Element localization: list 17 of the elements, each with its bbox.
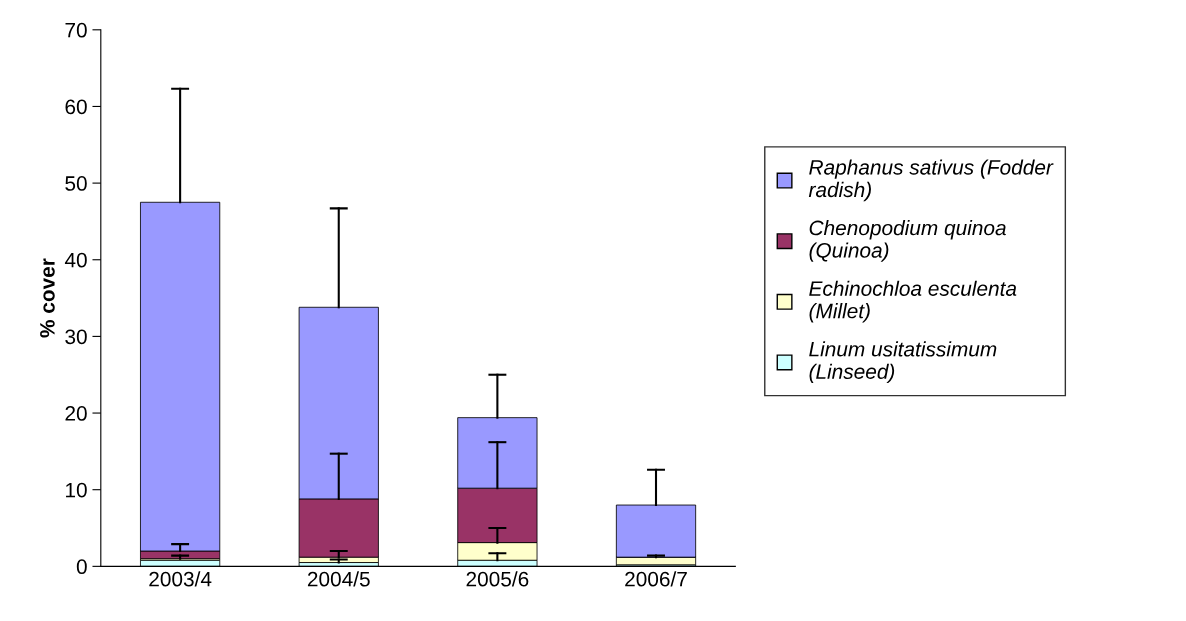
y-tick-label: 0 xyxy=(76,559,87,575)
x-tick-label: 2005/6 xyxy=(466,571,529,587)
y-tick-label: 50 xyxy=(65,176,87,191)
y-tick-label: 30 xyxy=(65,329,87,345)
legend-label: Linum usitatissimum (Linseed) xyxy=(809,341,997,384)
x-tick-label: 2004/5 xyxy=(307,571,370,587)
y-tick-label: 20 xyxy=(65,406,87,421)
x-tick-label: 2006/7 xyxy=(625,571,687,587)
legend-label: Echinochloa esculenta (Millet) xyxy=(809,280,1017,323)
y-axis-title: % cover xyxy=(40,258,55,338)
y-tick-label: 70 xyxy=(65,22,87,38)
legend-label: Raphanus sativus (Fodder radish) xyxy=(808,159,1054,202)
y-tick-label: 40 xyxy=(64,252,87,268)
y-tick-label: 10 xyxy=(66,482,87,498)
x-tick-label: 2003/4 xyxy=(149,571,212,587)
legend-label: Chenopodium quinoa (Quinoa) xyxy=(809,220,1006,262)
y-tick-label: 60 xyxy=(65,99,87,115)
